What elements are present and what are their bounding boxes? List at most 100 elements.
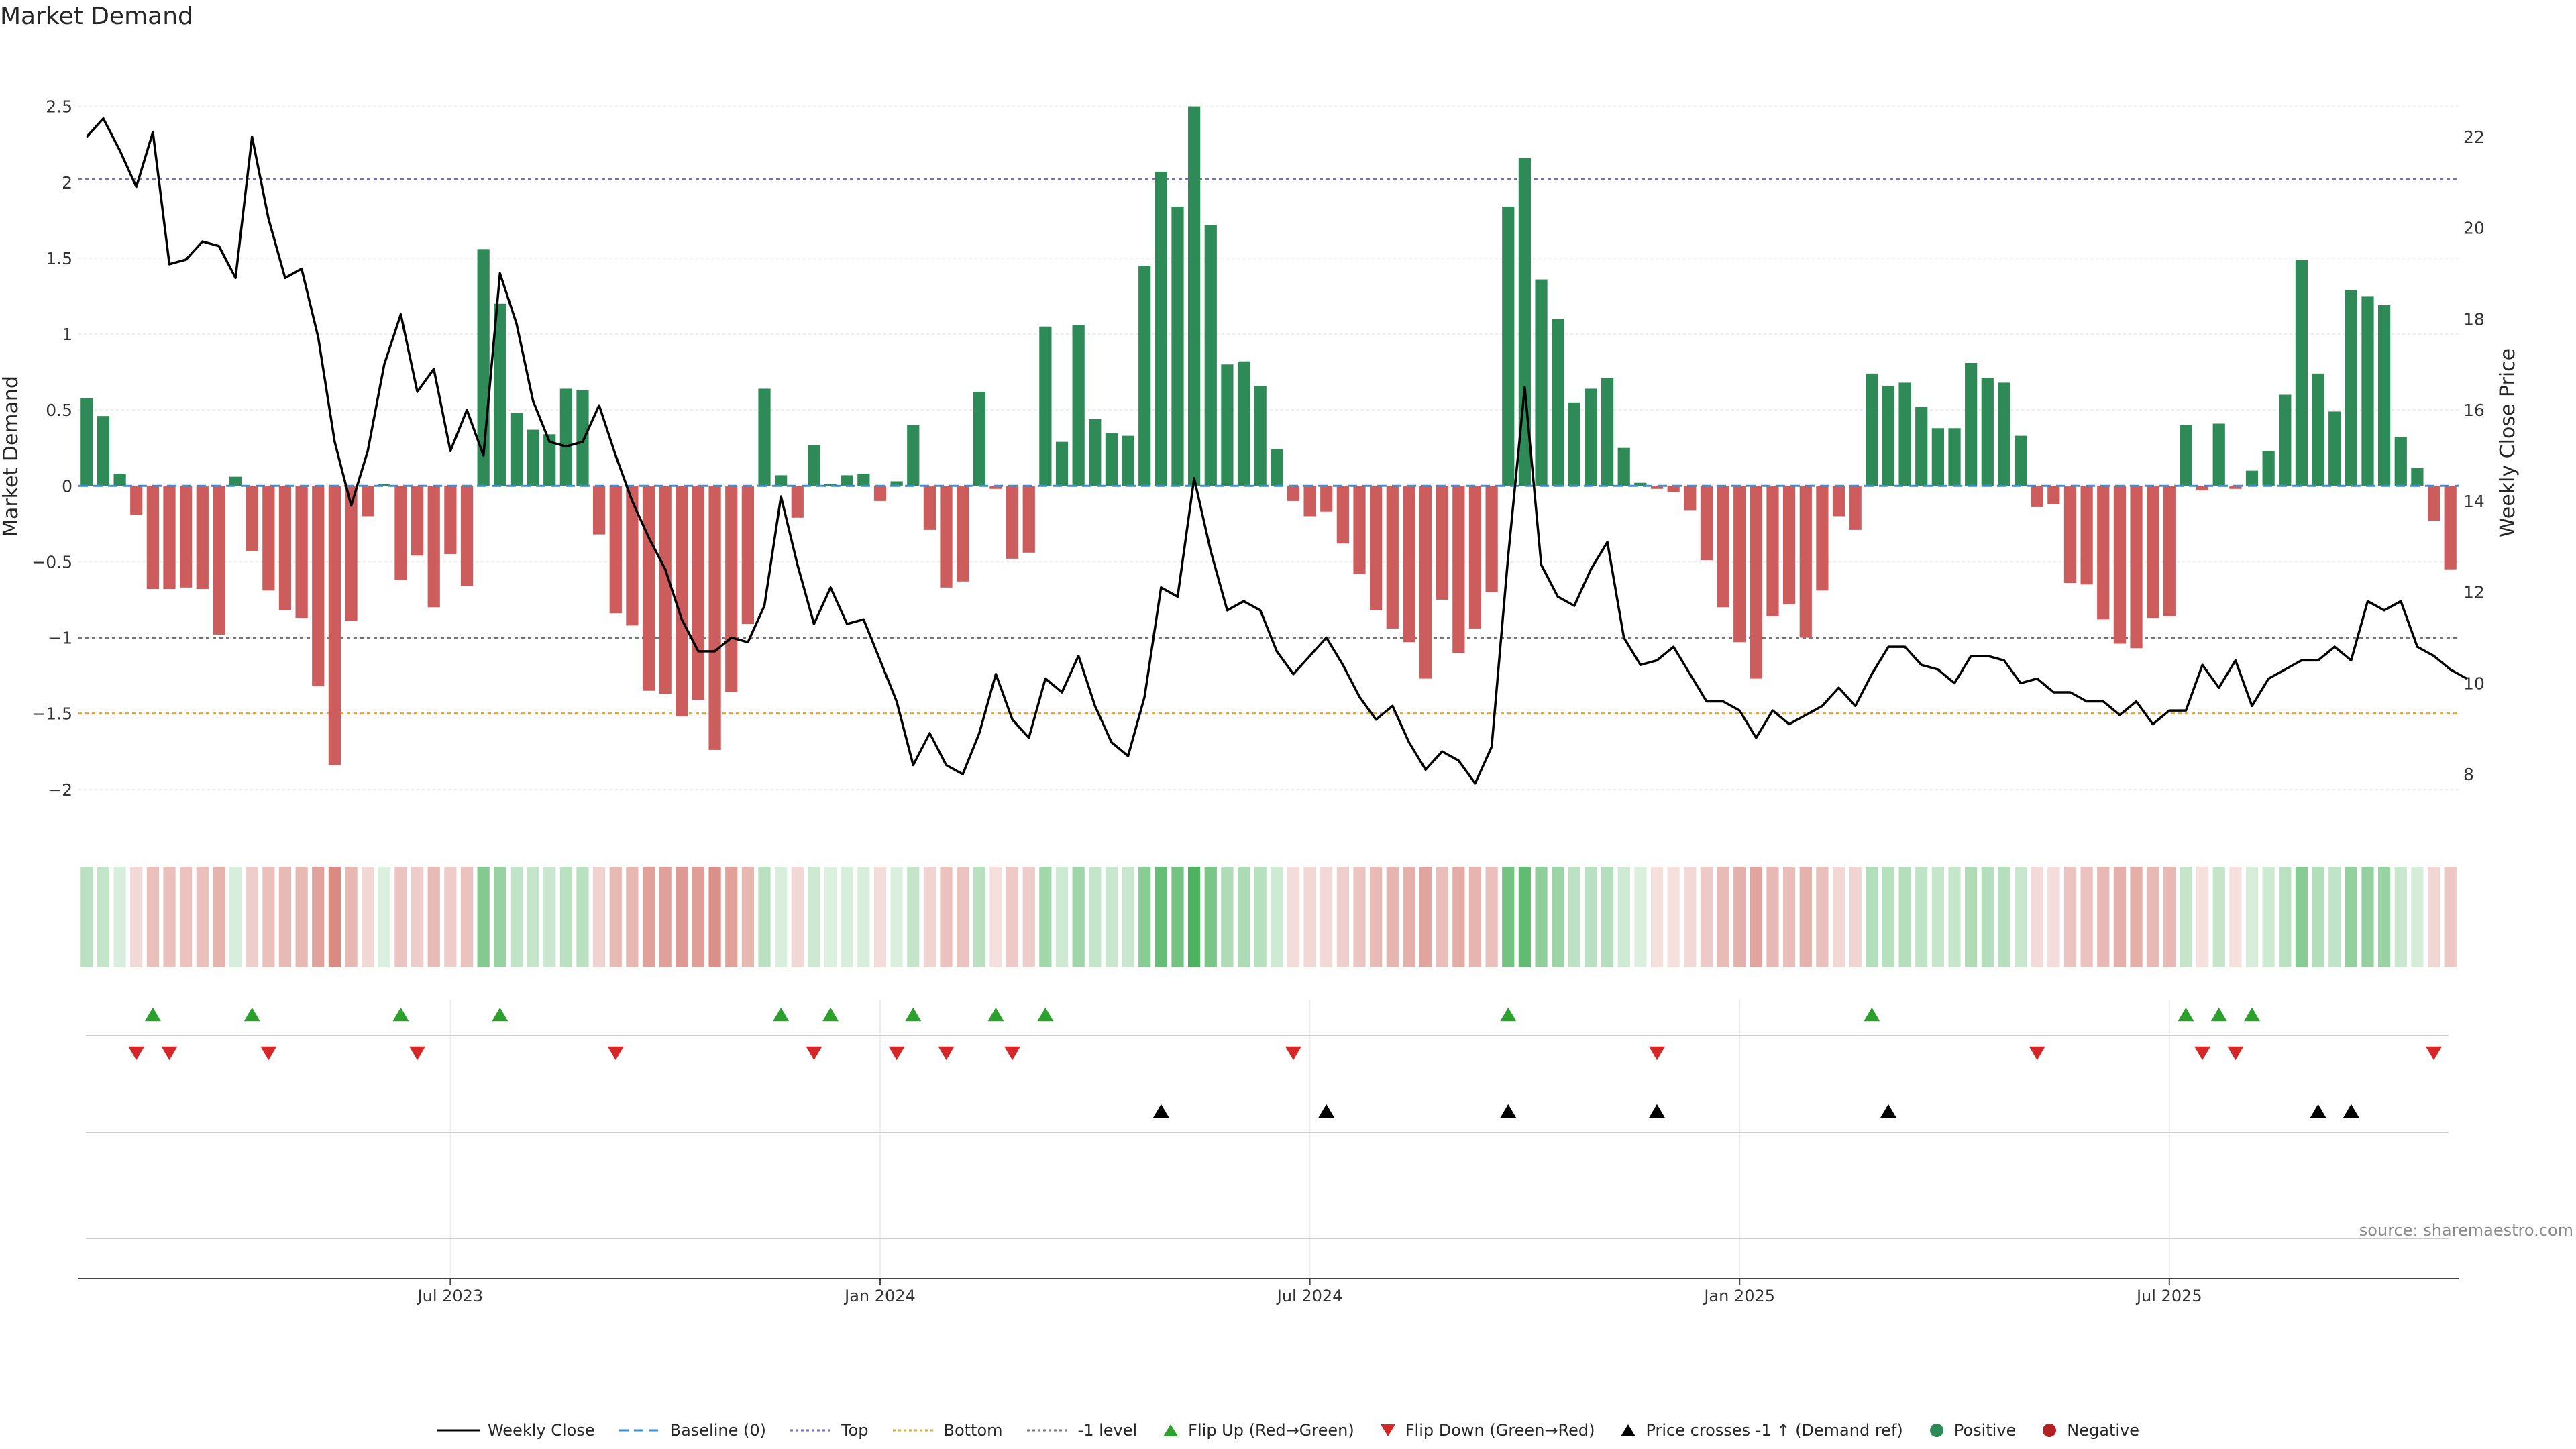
flip-down-marker bbox=[409, 1046, 426, 1061]
heat-strip-cell bbox=[2262, 867, 2275, 967]
heat-strip-cell bbox=[2014, 867, 2027, 967]
heat-strip-cell bbox=[741, 867, 754, 967]
demand-bar bbox=[130, 486, 143, 515]
flip-up-marker bbox=[773, 1007, 790, 1022]
y2-tick-label: 16 bbox=[2463, 400, 2485, 420]
demand-bar bbox=[362, 486, 374, 517]
legend-swatch bbox=[892, 1429, 936, 1432]
heat-strip-cell bbox=[1601, 867, 1614, 967]
flip-up-marker bbox=[987, 1007, 1004, 1022]
heat-strip-cell bbox=[2361, 867, 2374, 967]
demand-bar bbox=[1617, 447, 1630, 486]
heat-strip-cell bbox=[642, 867, 655, 967]
demand-bar bbox=[1915, 407, 1928, 486]
demand-bar bbox=[1468, 486, 1482, 629]
heat-strip-cell bbox=[2047, 867, 2060, 967]
heat-strip-cell bbox=[857, 867, 870, 967]
heat-strip-cell bbox=[725, 867, 738, 967]
y-tick-label: 0 bbox=[62, 476, 72, 496]
demand-bar bbox=[527, 429, 539, 486]
heat-strip-cell bbox=[1122, 867, 1134, 967]
heat-strip-cell bbox=[1353, 867, 1366, 967]
y-axis-label: Market Demand bbox=[0, 376, 23, 537]
demand-bar bbox=[1898, 382, 1911, 486]
heat-strip-cell bbox=[1403, 867, 1415, 967]
demand-bar bbox=[378, 484, 390, 486]
heat-strip-cell bbox=[1287, 867, 1300, 967]
heat-strip-cell bbox=[1535, 867, 1548, 967]
flip-down-marker bbox=[607, 1046, 624, 1061]
heat-strip-cell bbox=[460, 867, 474, 967]
demand-bar bbox=[741, 486, 754, 625]
heat-strip-cell bbox=[477, 867, 490, 967]
heat-strip-cell bbox=[2063, 867, 2077, 967]
y-tick-label: 1 bbox=[62, 325, 72, 344]
heat-strip-cell bbox=[394, 867, 407, 967]
demand-bar bbox=[1006, 486, 1019, 559]
flip-down-marker bbox=[1649, 1046, 1666, 1061]
x-tick-label: Jan 2024 bbox=[843, 1287, 916, 1305]
heat-strip-cell bbox=[626, 867, 639, 967]
demand-bar bbox=[2378, 305, 2391, 486]
demand-bar bbox=[146, 486, 159, 590]
heat-strip-cell bbox=[278, 867, 292, 967]
heat-strip-cell bbox=[1072, 867, 1085, 967]
heat-strip-cell bbox=[559, 867, 572, 967]
heat-strip-cell bbox=[543, 867, 556, 967]
heat-strip-cell bbox=[873, 867, 887, 967]
heat-strip-cell bbox=[2328, 867, 2341, 967]
heat-strip-cell bbox=[973, 867, 985, 967]
demand-bar bbox=[2014, 435, 2027, 486]
y2-tick-label: 12 bbox=[2463, 583, 2485, 602]
heat-strip-cell bbox=[146, 867, 159, 967]
demand-bar bbox=[1089, 419, 1102, 486]
y2-tick-label: 18 bbox=[2463, 309, 2485, 329]
y-tick-label: 2 bbox=[62, 173, 72, 193]
demand-bar bbox=[1634, 482, 1647, 486]
heat-strip-cell bbox=[775, 867, 788, 967]
demand-bar bbox=[1254, 385, 1267, 486]
heat-strip-cell bbox=[80, 867, 93, 967]
heat-strip-cell bbox=[1684, 867, 1697, 967]
price-cross-marker bbox=[2343, 1104, 2359, 1118]
demand-bar bbox=[1998, 382, 2010, 486]
flip-down-marker bbox=[260, 1046, 277, 1061]
y2-tick-label: 14 bbox=[2463, 492, 2485, 511]
demand-bar bbox=[163, 486, 176, 590]
legend-swatch bbox=[1621, 1424, 1636, 1436]
heat-strip-cell bbox=[1998, 867, 2010, 967]
heat-strip-cell bbox=[1271, 867, 1283, 967]
demand-bar bbox=[2411, 468, 2424, 486]
legend-item: Bottom bbox=[892, 1421, 1003, 1440]
heat-strip-cell bbox=[1750, 867, 1762, 967]
demand-bar bbox=[1965, 362, 1978, 486]
demand-bar bbox=[808, 445, 820, 486]
demand-bar bbox=[1684, 486, 1697, 511]
heat-strip-cell bbox=[246, 867, 258, 967]
heat-strip-cell bbox=[841, 867, 853, 967]
heat-strip-cell bbox=[262, 867, 275, 967]
demand-bar bbox=[2345, 290, 2357, 486]
demand-bar bbox=[1353, 486, 1366, 574]
price-cross-marker bbox=[2310, 1104, 2326, 1118]
heat-strip-cell bbox=[113, 867, 126, 967]
heat-strip-cell bbox=[692, 867, 705, 967]
heat-strip-cell bbox=[2245, 867, 2259, 967]
legend-item: Weekly Close bbox=[436, 1421, 595, 1440]
demand-bar bbox=[758, 388, 771, 486]
demand-bar bbox=[1750, 486, 1762, 679]
y2-tick-label: 22 bbox=[2463, 127, 2485, 147]
demand-bar bbox=[1717, 486, 1729, 608]
demand-bar bbox=[1287, 486, 1300, 501]
heat-strip-cell bbox=[940, 867, 953, 967]
heat-strip-cell bbox=[2180, 867, 2192, 967]
heat-strip-cell bbox=[1039, 867, 1052, 967]
heat-strip-cell bbox=[2312, 867, 2324, 967]
heat-strip-cell bbox=[1965, 867, 1978, 967]
demand-bar bbox=[394, 486, 407, 580]
heat-strip-cell bbox=[345, 867, 358, 967]
heat-strip-cell bbox=[213, 867, 225, 967]
weekly-close-line bbox=[86, 117, 2468, 785]
demand-bar bbox=[113, 474, 126, 486]
demand-bar bbox=[1436, 486, 1448, 600]
